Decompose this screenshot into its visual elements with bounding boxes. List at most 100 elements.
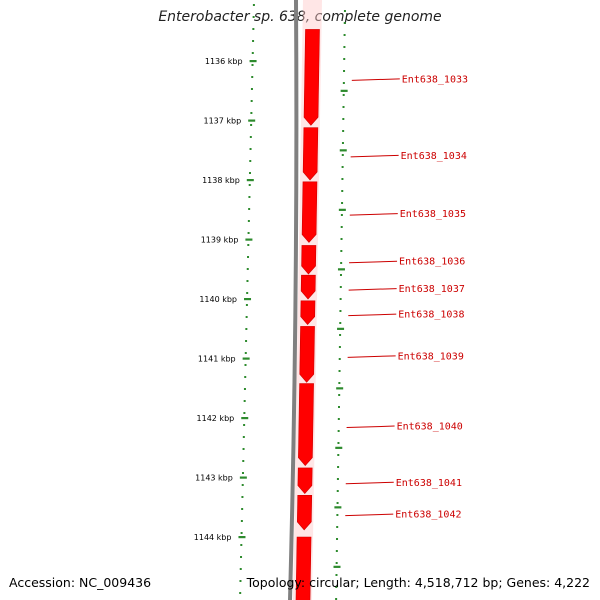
tick-dot xyxy=(343,34,346,36)
tick-dot xyxy=(341,202,344,204)
tick-dot xyxy=(245,340,248,342)
major-tick-outer xyxy=(338,208,346,211)
tick-dot xyxy=(340,238,343,240)
tick-dot xyxy=(250,124,253,126)
genome-backbone xyxy=(288,0,299,600)
tick-dot xyxy=(241,472,244,474)
tick-dot xyxy=(336,502,339,504)
gene-leader-line xyxy=(351,78,400,81)
tick-dot xyxy=(239,568,242,570)
gene-leader-line xyxy=(349,260,398,264)
accession-text: Accession: NC_009436 xyxy=(9,575,152,590)
gene-arrow xyxy=(301,181,318,243)
gene-label: Ent638_1036 xyxy=(399,257,465,268)
tick-dot xyxy=(252,4,255,6)
tick-dot xyxy=(249,136,252,138)
tick-dot xyxy=(252,28,255,30)
tick-dot xyxy=(336,526,339,528)
tick-dot xyxy=(240,544,243,546)
major-tick-inner xyxy=(249,60,257,63)
tick-dot xyxy=(341,142,344,144)
gene-arrow xyxy=(300,274,316,300)
gene-features xyxy=(295,29,320,600)
tick-dot xyxy=(336,478,339,480)
tick-dot xyxy=(248,184,251,186)
major-tick-inner xyxy=(239,476,247,479)
tick-dot xyxy=(338,382,341,384)
tick-dot xyxy=(244,376,247,378)
tick-dot xyxy=(339,322,342,324)
major-tick-outer xyxy=(335,446,343,449)
tick-dot xyxy=(246,292,249,294)
major-tick-outer xyxy=(340,89,348,92)
gene-label: Ent638_1034 xyxy=(401,151,467,162)
tick-dot xyxy=(336,490,339,492)
tick-dot xyxy=(342,118,345,120)
tick-dot xyxy=(250,100,253,102)
tick-dot xyxy=(339,310,342,312)
tick-dot xyxy=(339,334,342,336)
gene-label: Ent638_1041 xyxy=(396,478,462,489)
scale-tick-label: 1144 kbp xyxy=(194,533,232,542)
tick-dot xyxy=(341,154,344,156)
tick-dot xyxy=(248,208,251,210)
scale-tick-label: 1141 kbp xyxy=(198,355,236,364)
tick-dot xyxy=(247,220,250,222)
major-tick-outer xyxy=(334,506,342,509)
tick-dot xyxy=(251,64,254,66)
gene-arrow xyxy=(297,467,313,495)
major-tick-inner xyxy=(248,119,256,122)
tick-dot xyxy=(339,274,342,276)
tick-dot xyxy=(340,226,343,228)
major-tick-outer xyxy=(337,268,345,271)
tick-dot xyxy=(251,52,254,54)
tick-dot xyxy=(338,394,341,396)
tick-dot xyxy=(244,352,247,354)
tick-dot xyxy=(249,160,252,162)
backbone-line xyxy=(288,0,299,600)
tick-dot xyxy=(335,598,338,600)
tick-dot xyxy=(342,106,345,108)
tick-dot xyxy=(250,112,253,114)
tick-dot xyxy=(342,82,345,84)
tick-dot xyxy=(242,436,245,438)
tick-dot xyxy=(340,214,343,216)
tick-dot xyxy=(247,244,250,246)
scale-tick-label: 1140 kbp xyxy=(199,295,237,304)
gene-leader-line xyxy=(345,513,394,517)
tick-dot xyxy=(341,166,344,168)
tick-dot xyxy=(338,406,340,408)
tick-dot xyxy=(343,22,346,24)
major-tick-outer xyxy=(336,387,344,390)
tick-dot xyxy=(242,460,245,462)
gene-label: Ent638_1039 xyxy=(398,351,464,362)
tick-dot xyxy=(241,508,244,510)
gene-leader-line xyxy=(347,355,396,358)
gene-label: Ent638_1035 xyxy=(400,209,466,220)
major-tick-outer xyxy=(339,149,347,152)
gene-label: Ent638_1038 xyxy=(398,310,464,321)
major-tick-outer xyxy=(337,327,345,330)
gene-arrow xyxy=(295,536,312,600)
major-tick-inner xyxy=(244,298,252,301)
tick-dot xyxy=(339,286,342,288)
tick-dot xyxy=(239,580,242,582)
tick-dot xyxy=(338,358,341,360)
tick-dot xyxy=(252,40,255,42)
gene-leader-line xyxy=(350,154,399,158)
tick-dot xyxy=(247,256,250,258)
gene-label: Ent638_1033 xyxy=(402,74,468,85)
tick-dot xyxy=(245,328,248,330)
major-tick-inner xyxy=(245,238,253,241)
gene-leader-line xyxy=(346,425,395,429)
tick-dot xyxy=(336,538,339,540)
scale-tick-label: 1138 kbp xyxy=(202,176,240,185)
tick-dot xyxy=(337,418,340,420)
tick-dot xyxy=(335,586,338,588)
tick-dot xyxy=(343,46,346,48)
tick-dot xyxy=(243,400,246,402)
tick-dot xyxy=(243,412,246,414)
tick-dot xyxy=(340,262,343,264)
tick-dot xyxy=(343,70,346,72)
